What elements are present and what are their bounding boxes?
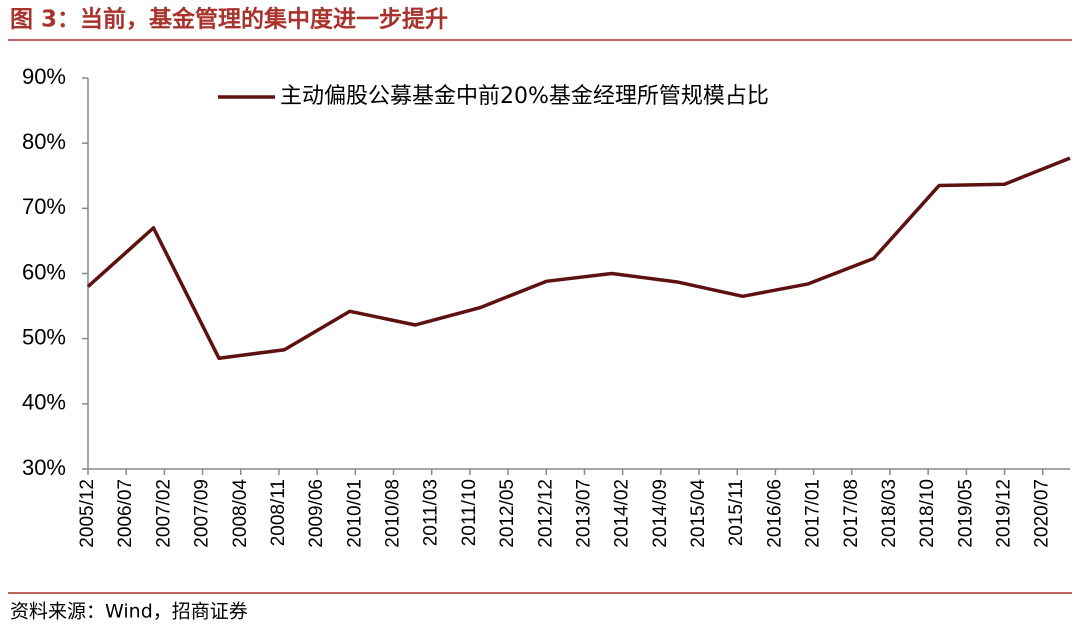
x-tick-label: 2010/08 <box>383 479 404 548</box>
chart-title: 图 3：当前，基金管理的集中度进一步提升 <box>10 6 448 33</box>
x-tick-label: 2008/11 <box>268 479 289 546</box>
x-tick-label: 2011/03 <box>421 479 442 546</box>
x-tick-label: 2018/10 <box>917 479 938 548</box>
x-tick-label: 2013/07 <box>573 479 594 548</box>
x-tick-label: 2015/04 <box>688 479 709 548</box>
x-tick-label: 2012/12 <box>535 479 556 548</box>
x-tick-label: 2017/01 <box>803 479 824 548</box>
x-tick-label: 2017/08 <box>841 479 862 548</box>
x-tick-label: 2011/10 <box>459 479 480 546</box>
y-tick-label: 80% <box>22 129 66 154</box>
y-tick-label: 70% <box>22 194 66 219</box>
y-tick-label: 60% <box>22 259 66 284</box>
x-tick-label: 2018/03 <box>879 479 900 548</box>
data-line <box>86 156 1071 360</box>
x-tick-label: 2005/12 <box>77 479 98 548</box>
x-tick-label: 2007/02 <box>153 479 174 548</box>
x-tick-label: 2014/02 <box>612 479 633 548</box>
x-tick-label: 2019/12 <box>994 479 1015 548</box>
x-tick-label: 2007/09 <box>192 479 213 548</box>
x-tick-label: 2006/07 <box>115 479 136 548</box>
x-tick-label: 2010/01 <box>344 479 365 548</box>
y-tick-label: 50% <box>22 324 66 349</box>
source-note: 资料来源：Wind，招商证券 <box>10 601 248 623</box>
x-tick-label: 2012/05 <box>497 479 518 548</box>
x-tick-label: 2019/05 <box>955 479 976 548</box>
x-tick-label: 2014/09 <box>650 479 671 548</box>
x-tick-label: 2016/06 <box>764 479 785 548</box>
legend-label: 主动偏股公募基金中前20%基金经理所管规模占比 <box>280 84 769 109</box>
y-tick-label: 90% <box>22 64 66 89</box>
y-tick-label: 30% <box>22 455 66 480</box>
x-tick-label: 2009/06 <box>306 479 327 548</box>
x-tick-label: 2015/11 <box>726 479 747 546</box>
y-tick-label: 40% <box>22 390 66 415</box>
x-tick-label: 2008/04 <box>230 479 251 548</box>
x-tick-label: 2020/07 <box>1032 479 1053 548</box>
